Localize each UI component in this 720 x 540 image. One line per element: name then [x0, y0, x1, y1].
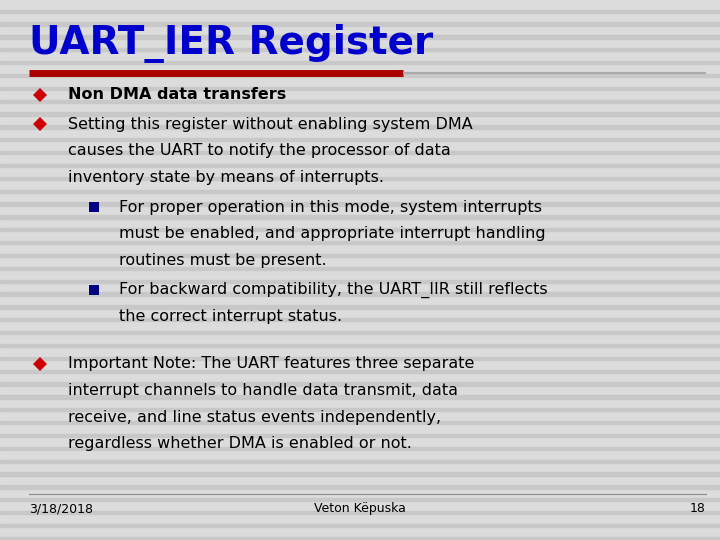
- Text: the correct interrupt status.: the correct interrupt status.: [119, 309, 342, 325]
- Text: UART_IER Register: UART_IER Register: [29, 24, 433, 63]
- Text: Setting this register without enabling system DMA: Setting this register without enabling s…: [68, 117, 473, 132]
- Text: receive, and line status events independently,: receive, and line status events independ…: [68, 409, 441, 424]
- Text: 18: 18: [690, 502, 706, 515]
- Text: interrupt channels to handle data transmit, data: interrupt channels to handle data transm…: [68, 383, 459, 398]
- Text: regardless whether DMA is enabled or not.: regardless whether DMA is enabled or not…: [68, 436, 413, 451]
- Text: routines must be present.: routines must be present.: [119, 253, 326, 268]
- Text: causes the UART to notify the processor of data: causes the UART to notify the processor …: [68, 143, 451, 158]
- Text: For proper operation in this mode, system interrupts: For proper operation in this mode, syste…: [119, 200, 541, 215]
- Text: For backward compatibility, the UART_IIR still reflects: For backward compatibility, the UART_IIR…: [119, 282, 547, 298]
- Text: Non DMA data transfers: Non DMA data transfers: [68, 87, 287, 102]
- Text: Veton Këpuska: Veton Këpuska: [314, 502, 406, 515]
- Text: must be enabled, and appropriate interrupt handling: must be enabled, and appropriate interru…: [119, 226, 546, 241]
- Text: 3/18/2018: 3/18/2018: [29, 502, 93, 515]
- Text: Important Note: The UART features three separate: Important Note: The UART features three …: [68, 356, 474, 372]
- Text: inventory state by means of interrupts.: inventory state by means of interrupts.: [68, 170, 384, 185]
